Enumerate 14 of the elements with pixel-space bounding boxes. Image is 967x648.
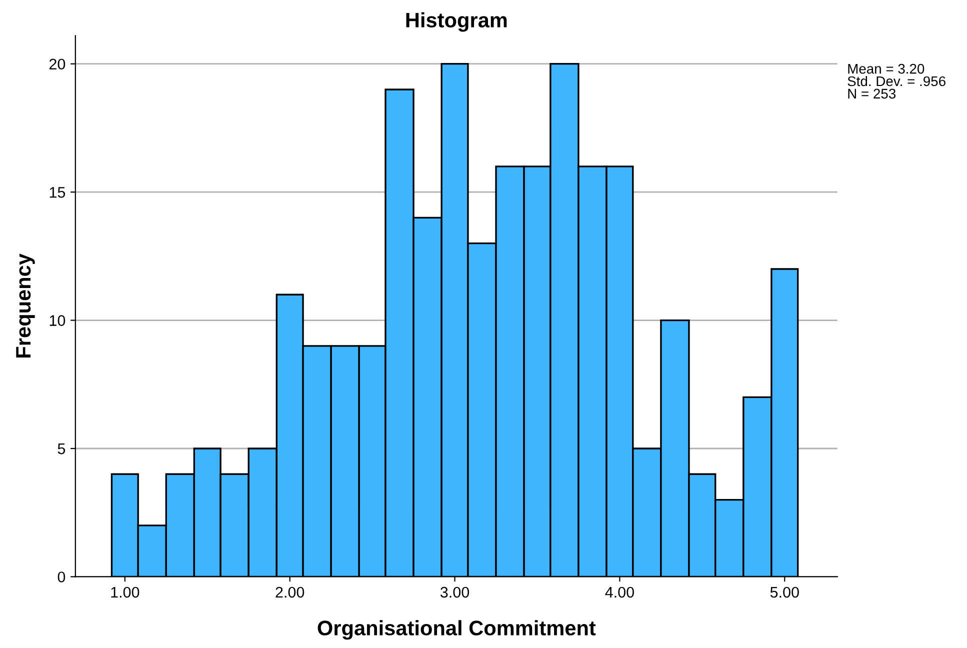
x-axis-title: Organisational Commitment bbox=[318, 620, 596, 640]
y-axis-title: Frequency bbox=[16, 254, 35, 358]
x-tick-label: 5.00 bbox=[770, 586, 799, 598]
text: Mean = 3.20 Std. Dev. = .956 N = 253 bbox=[848, 64, 946, 99]
y-tick-label: 20 bbox=[49, 58, 66, 70]
x-tick-label: 2.00 bbox=[276, 586, 304, 598]
y-tick-label: 5 bbox=[58, 444, 66, 454]
y-tick-label: 10 bbox=[50, 315, 66, 326]
x-tick-label: 1.00 bbox=[111, 586, 140, 598]
x-tick-label: 3.00 bbox=[440, 586, 470, 598]
y-tick-label: 15 bbox=[50, 187, 66, 198]
y-tick-label: 0 bbox=[58, 572, 66, 582]
chart-title: Histogram bbox=[406, 12, 507, 32]
x-tick-label: 4.00 bbox=[605, 586, 634, 598]
